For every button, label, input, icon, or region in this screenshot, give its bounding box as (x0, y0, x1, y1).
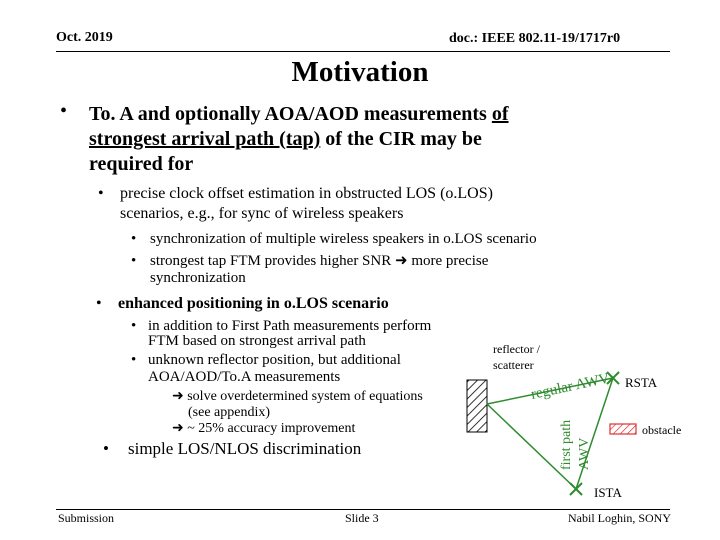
sub2-arrow-line-1: ➜ solve overdetermined system of equatio… (172, 389, 423, 404)
regular-awv-label: regular AWV (530, 371, 612, 403)
sub1-bullet-marker: • (98, 185, 104, 202)
header-doc-id: doc.: IEEE 802.11-19/1717r0 (449, 31, 621, 46)
main-bullet-line-2: strongest arrival path (tap) of the CIR … (89, 128, 482, 150)
main-bullet-marker: • (60, 100, 68, 122)
reflector-label-1: reflector / (493, 342, 541, 356)
sub2-item1-marker: • (131, 318, 137, 334)
footer-author: Nabil Loghin, SONY (568, 511, 671, 525)
sub3-label: simple LOS/NLOS discrimination (128, 439, 362, 458)
sub1-line-2: scenarios, e.g., for sync of wireless sp… (120, 205, 404, 222)
footer-rule (56, 509, 670, 510)
first-path-label-1: first path (559, 420, 574, 470)
sub2-bullet-marker: • (96, 295, 102, 312)
obstacle-block (609, 423, 637, 435)
first-path-label-2: AWV (577, 438, 592, 470)
scenario-diagram: reflector / scatterer regular AWV RSTA o… (466, 342, 681, 500)
sub1-item2-line-1: strongest tap FTM provides higher SNR ➜ … (150, 253, 489, 269)
sub1-item1-marker: • (131, 231, 137, 247)
page-title: Motivation (291, 56, 429, 88)
sub1-item1-text: synchronization of multiple wireless spe… (150, 231, 537, 247)
ista-label: ISTA (594, 485, 622, 500)
arrow-icon: ➜ (172, 389, 184, 404)
footer-submission: Submission (58, 511, 115, 525)
main-bullet-line-3: required for (89, 153, 194, 175)
ista-marker (569, 482, 583, 496)
obstacle-label: obstacle (642, 423, 681, 437)
footer-slide-number: Slide 3 (345, 511, 379, 525)
sub2-arrow-line-3: ➜ ~ 25% accuracy improvement (172, 421, 356, 436)
sub2-item1-line-1: in addition to First Path measurements p… (148, 318, 432, 334)
sub1-item2-marker: • (131, 253, 137, 269)
reflector-block (466, 379, 488, 433)
sub1-line-1: precise clock offset estimation in obstr… (120, 185, 493, 202)
los-path (575, 377, 614, 490)
arrow-icon: ➜ (172, 421, 184, 436)
arrow-icon: ➜ (395, 253, 408, 269)
regular-awv-path (486, 377, 614, 405)
first-path-awv (486, 403, 577, 490)
rsta-marker (606, 371, 620, 385)
sub3-bullet-marker: • (103, 439, 109, 458)
header-date: Oct. 2019 (56, 30, 113, 45)
sub2-item1-line-2: FTM based on strongest arrival path (148, 333, 366, 349)
sub1-item2-line-2: synchronization (150, 270, 246, 286)
main-bullet-line-1: To. A and optionally AOA/AOD measurement… (89, 103, 509, 125)
sub2-item2-line-1: unknown reflector position, but addition… (148, 352, 401, 368)
sub2-label: enhanced positioning in o.LOS scenario (118, 295, 389, 312)
rsta-label: RSTA (625, 375, 658, 390)
sub2-item2-line-2: AOA/AOD/To.A measurements (148, 369, 341, 385)
reflector-label-2: scatterer (493, 358, 534, 372)
sub2-item2-marker: • (131, 352, 137, 368)
sub2-arrow-line-2: (see appendix) (188, 405, 271, 420)
header-rule (56, 51, 670, 52)
